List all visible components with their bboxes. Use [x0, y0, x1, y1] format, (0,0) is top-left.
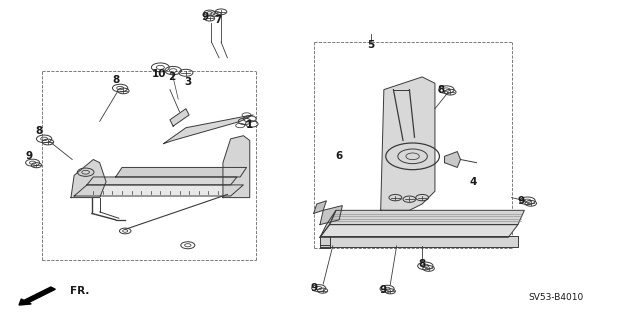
- Polygon shape: [314, 201, 326, 213]
- Text: 8: 8: [112, 75, 119, 85]
- Polygon shape: [320, 205, 342, 225]
- Polygon shape: [87, 177, 237, 185]
- Text: 8: 8: [438, 85, 445, 95]
- Polygon shape: [330, 210, 524, 225]
- Polygon shape: [320, 236, 330, 247]
- Polygon shape: [223, 136, 250, 197]
- Text: 6: 6: [335, 151, 343, 161]
- Text: 8: 8: [419, 259, 426, 269]
- Polygon shape: [116, 167, 246, 177]
- Polygon shape: [164, 115, 253, 144]
- Text: 9: 9: [518, 196, 525, 206]
- Text: 2: 2: [168, 72, 175, 82]
- Text: 5: 5: [367, 40, 374, 50]
- Text: FR.: FR.: [70, 286, 89, 296]
- Text: 8: 8: [35, 126, 43, 136]
- Text: 9: 9: [202, 11, 209, 22]
- Text: 9: 9: [379, 285, 386, 295]
- Polygon shape: [320, 210, 336, 237]
- Polygon shape: [170, 109, 189, 126]
- Polygon shape: [74, 185, 243, 196]
- Text: 9: 9: [26, 151, 33, 161]
- Text: 4: 4: [470, 177, 477, 187]
- Polygon shape: [330, 236, 518, 247]
- Polygon shape: [71, 160, 106, 197]
- Text: SV53-B4010: SV53-B4010: [529, 293, 584, 302]
- Polygon shape: [381, 77, 435, 210]
- Text: 9: 9: [310, 283, 317, 293]
- Polygon shape: [445, 152, 461, 167]
- FancyArrow shape: [19, 287, 55, 305]
- Polygon shape: [320, 245, 330, 249]
- Polygon shape: [320, 225, 518, 237]
- Text: 1: 1: [246, 120, 253, 130]
- Text: 7: 7: [214, 15, 221, 25]
- Text: 10: 10: [152, 69, 166, 79]
- Text: 3: 3: [184, 77, 191, 87]
